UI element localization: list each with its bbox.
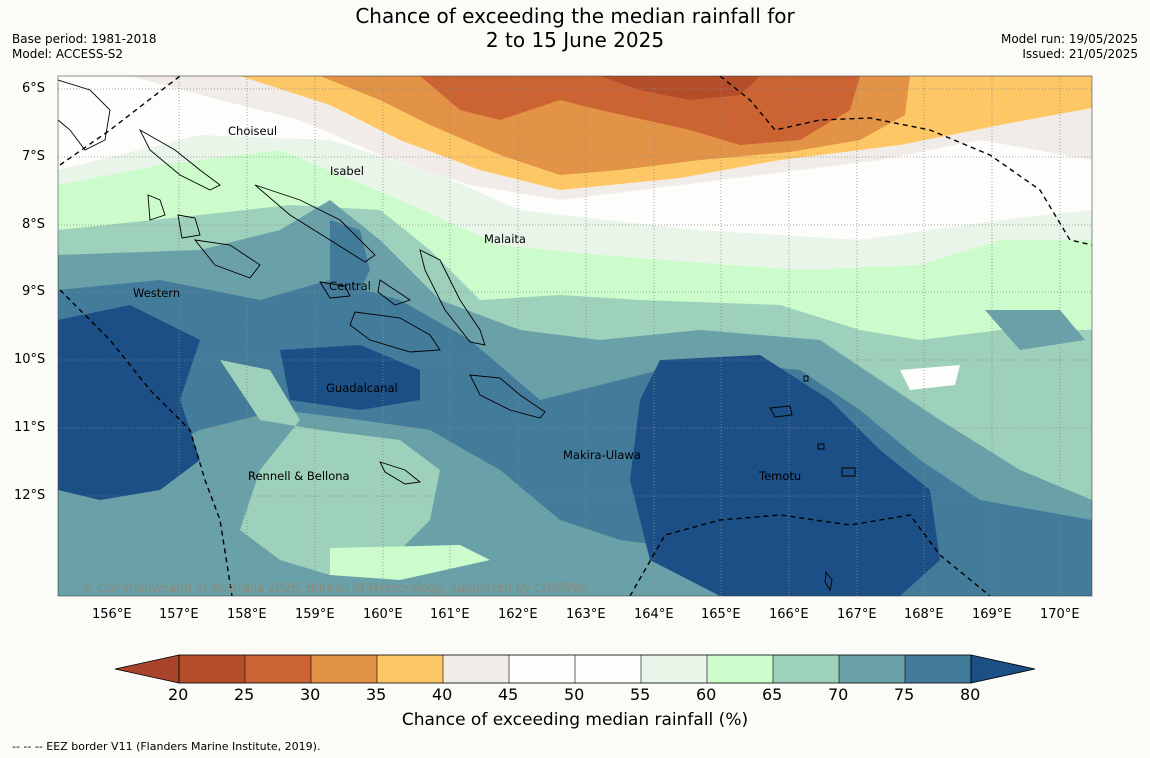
lon-label: 166°E: [769, 607, 809, 622]
graticule: [58, 76, 1092, 596]
lat-label: 11°S: [14, 420, 46, 435]
colorbar-title: Chance of exceeding median rainfall (%): [401, 710, 749, 730]
issued-date: Issued: 21/05/2025: [1022, 47, 1138, 61]
province-label-isabel: Isabel: [330, 164, 365, 178]
colorbar-tick: 65: [762, 685, 783, 704]
province-label-guadalcanal: Guadalcanal: [326, 381, 398, 395]
map-title-line1: Chance of exceeding the median rainfall …: [355, 4, 795, 28]
lon-label: 161°E: [430, 607, 470, 622]
contour-fills: [58, 76, 1092, 596]
colorbar-tick: 40: [432, 685, 453, 704]
lon-label: 167°E: [837, 607, 877, 622]
copyright-notice: © Commonwealth of Australia 2025, Bureau…: [82, 581, 588, 595]
base-period: Base period: 1981-2018: [12, 32, 157, 46]
lon-label: 165°E: [701, 607, 741, 622]
province-label-malaita: Malaita: [484, 232, 526, 246]
colorbar: [114, 654, 1036, 684]
colorbar-tick: 50: [564, 685, 585, 704]
lon-label: 162°E: [498, 607, 538, 622]
colorbar-tick: 45: [498, 685, 519, 704]
model-run: Model run: 19/05/2025: [1000, 32, 1138, 46]
colorbar-tick: 80: [960, 685, 981, 704]
lat-label: 10°S: [14, 352, 46, 367]
province-label-temotu: Temotu: [759, 469, 802, 483]
lat-label: 12°S: [14, 488, 46, 503]
province-label-choiseul: Choiseul: [228, 124, 278, 138]
lat-label: 7°S: [22, 149, 46, 164]
colorbar-tick: 30: [300, 685, 321, 704]
lat-label: 9°S: [22, 284, 46, 299]
colorbar-tick: 25: [234, 685, 255, 704]
lon-label: 160°E: [363, 607, 403, 622]
colorbar-tick: 75: [894, 685, 915, 704]
lon-label: 163°E: [566, 607, 606, 622]
eez-footnote: -- -- -- EEZ border V11 (Flanders Marine…: [12, 740, 321, 753]
colorbar-tick: 70: [828, 685, 849, 704]
lon-label: 168°E: [904, 607, 944, 622]
province-label-central: Central: [329, 279, 371, 293]
eez-border: [59, 76, 1092, 596]
lon-label: 164°E: [634, 607, 674, 622]
lon-label: 157°E: [159, 607, 199, 622]
model-name: Model: ACCESS-S2: [12, 47, 124, 61]
lon-label: 156°E: [92, 607, 132, 622]
colorbar-tick: 60: [696, 685, 717, 704]
coastlines: [58, 79, 856, 592]
lon-label: 169°E: [972, 607, 1012, 622]
lat-label: 8°S: [22, 217, 46, 232]
colorbar-tick: 55: [630, 685, 651, 704]
map-title-line2: 2 to 15 June 2025: [485, 28, 665, 52]
lon-label: 159°E: [295, 607, 335, 622]
province-label-makira-ulawa: Makira-Ulawa: [563, 448, 641, 462]
lon-label: 170°E: [1040, 607, 1080, 622]
province-label-rennell-bellona: Rennell & Bellona: [248, 469, 350, 483]
colorbar-tick: 35: [366, 685, 387, 704]
province-label-western: Western: [133, 286, 181, 300]
lon-label: 158°E: [227, 607, 267, 622]
lat-label: 6°S: [22, 81, 46, 96]
colorbar-tick: 20: [168, 685, 189, 704]
